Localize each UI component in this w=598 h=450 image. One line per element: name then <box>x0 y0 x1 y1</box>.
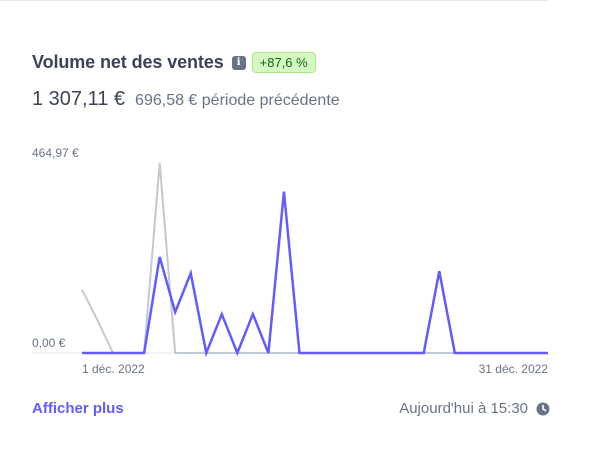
y-min-label: 0,00 € <box>32 336 66 350</box>
series-line-previous <box>81 162 548 354</box>
show-more-link[interactable]: Afficher plus <box>32 400 124 417</box>
clock-icon <box>536 402 550 415</box>
y-max-label: 464,97 € <box>32 146 79 160</box>
card-header: Volume net des ventes i +87,6 % <box>32 52 316 73</box>
updated-text: Aujourd'hui à 15:30 <box>399 400 528 417</box>
total-value: 1 307,11 € <box>32 88 126 110</box>
net-sales-card: Volume net des ventes i +87,6 % 1 307,11… <box>32 0 550 450</box>
sales-chart: 464,97 € 0,00 € 1 déc. 2022 31 déc. 2022 <box>32 140 550 380</box>
top-divider <box>0 0 549 1</box>
chart-svg <box>32 162 548 358</box>
card-footer: Afficher plus Aujourd'hui à 15:30 <box>32 400 550 417</box>
value-row: 1 307,11 € 696,58 € période précédente <box>32 88 340 111</box>
info-icon[interactable]: i <box>231 55 246 70</box>
x-start-label: 1 déc. 2022 <box>82 362 145 376</box>
card-title: Volume net des ventes <box>32 52 224 72</box>
previous-period-value: 696,58 € période précédente <box>135 92 340 109</box>
x-end-label: 31 déc. 2022 <box>478 362 548 376</box>
series-line-current <box>82 191 548 358</box>
last-updated: Aujourd'hui à 15:30 <box>399 400 550 417</box>
change-badge: +87,6 % <box>251 52 316 73</box>
